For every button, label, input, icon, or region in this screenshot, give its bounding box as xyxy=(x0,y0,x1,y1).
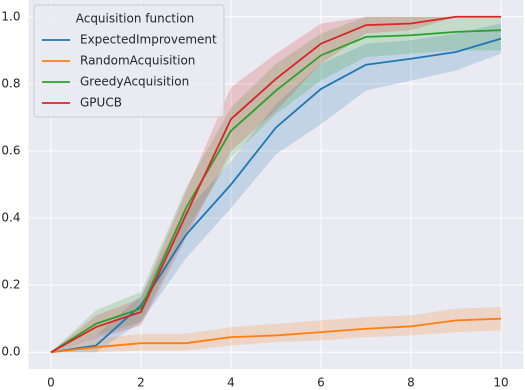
x-tick-label: 6 xyxy=(317,376,325,390)
line xyxy=(50,29,502,353)
legend-label: RandomAcquisition xyxy=(80,54,195,68)
y-tick-label: 0.6 xyxy=(1,143,20,157)
line xyxy=(50,317,502,354)
x-tick-label: 10 xyxy=(493,376,508,390)
legend-label: GPUCB xyxy=(80,96,122,110)
legend-box xyxy=(33,4,225,118)
confidence-band xyxy=(51,16,501,353)
y-tick-label: 0.2 xyxy=(1,278,20,292)
x-tick-label: 2 xyxy=(137,376,145,390)
confidence-band xyxy=(51,16,501,353)
y-tick-label: 0.0 xyxy=(1,345,20,359)
x-tick-label: 8 xyxy=(407,376,415,390)
y-tick-label: 1.0 xyxy=(1,9,20,23)
legend-title: Acquisition function xyxy=(76,12,195,26)
y-tick-label: 0.4 xyxy=(1,211,20,225)
legend: Acquisition function ExpectedImprovement R… xyxy=(33,4,225,118)
x-tick-label: 4 xyxy=(227,376,235,390)
line xyxy=(50,15,501,354)
x-tick-label: 0 xyxy=(47,376,55,390)
y-tick-label: 0.8 xyxy=(1,76,20,90)
legend-label: GreedyAcquisition xyxy=(80,75,189,89)
legend-label: ExpectedImprovement xyxy=(80,33,217,47)
confidence-band xyxy=(51,306,501,353)
line xyxy=(50,37,502,354)
